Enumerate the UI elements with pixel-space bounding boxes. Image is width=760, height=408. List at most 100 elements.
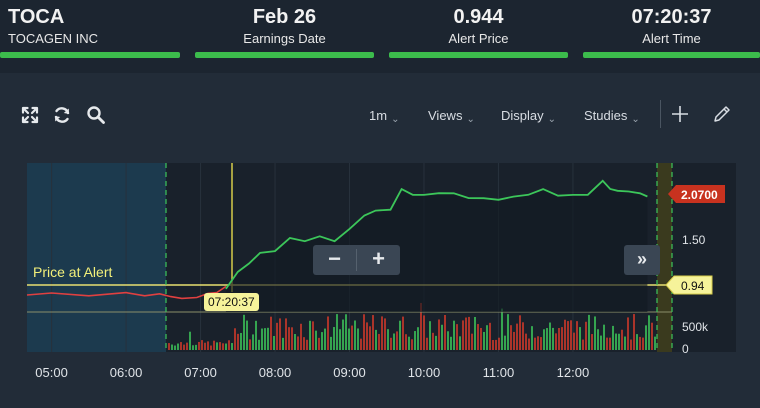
volume-bar [288, 327, 290, 350]
x-tick-label: 11:00 [483, 365, 515, 380]
stat-bar [583, 52, 760, 58]
volume-bar [204, 342, 206, 350]
volume-bar [279, 318, 281, 350]
volume-bar [558, 328, 560, 350]
volume-bar [180, 342, 182, 350]
chevron-down-icon: ⌄ [391, 114, 400, 125]
volume-bar [651, 322, 653, 350]
volume-bar [627, 317, 629, 350]
volume-bar [345, 314, 347, 350]
volume-bar [426, 337, 428, 350]
volume-bar [594, 316, 596, 350]
volume-bar [435, 335, 437, 350]
volume-bar [414, 331, 416, 350]
scroll-to-latest-button[interactable]: » [624, 245, 660, 275]
volume-bar [546, 328, 548, 350]
volume-bar [495, 339, 497, 350]
stat-alert-price: 0.944 Alert Price [389, 0, 568, 58]
volume-bar [210, 345, 212, 350]
volume-bar [483, 331, 485, 350]
alert-time-label: Alert Time [642, 31, 701, 46]
interval-dropdown[interactable]: 1m ⌄ [369, 108, 400, 125]
volume-bar [486, 325, 488, 350]
volume-bar [471, 333, 473, 350]
zoom-controls: − + [313, 245, 400, 275]
volume-bar [360, 338, 362, 350]
volume-bar [231, 343, 233, 350]
volume-bar [468, 316, 470, 350]
search-icon[interactable] [86, 105, 106, 125]
alert-time-value: 07:20:37 [631, 6, 712, 28]
volume-bar [525, 333, 527, 350]
volume-bar [363, 314, 365, 350]
volume-bar [459, 336, 461, 350]
volume-bar [357, 328, 359, 350]
interval-label: 1m [369, 108, 388, 123]
views-dropdown[interactable]: Views ⌄ [428, 108, 475, 125]
volume-bar [264, 328, 266, 350]
volume-bar [648, 315, 650, 350]
volume-bar [588, 314, 590, 350]
volume-bar [540, 337, 542, 350]
volume-bar [636, 334, 638, 350]
expand-icon[interactable] [20, 105, 40, 125]
volume-bar [354, 320, 356, 350]
volume-bar [609, 337, 611, 350]
volume-bar [387, 329, 389, 350]
volume-bar [261, 328, 263, 350]
x-tick-label: 06:00 [110, 365, 143, 380]
volume-bar [306, 339, 308, 350]
x-tick-label: 05:00 [35, 365, 68, 380]
studies-dropdown[interactable]: Studies ⌄ [584, 108, 640, 125]
x-axis: 05:00 06:00 07:00 08:00 09:00 10:00 11:00 12:00 [35, 365, 589, 380]
volume-bar [603, 324, 605, 350]
volume-bar [291, 327, 293, 350]
volume-bar [321, 332, 323, 350]
volume-bar [375, 329, 377, 350]
price-area-fill [225, 180, 648, 312]
volume-bar [381, 316, 383, 350]
symbol-text: TOCA [8, 6, 65, 28]
volume-bar [384, 318, 386, 350]
volume-bar [267, 327, 269, 350]
volume-bar [654, 336, 656, 350]
volume-bar [417, 327, 419, 350]
volume-bar [252, 334, 254, 350]
volume-bar [519, 315, 521, 350]
volume-bar [522, 322, 524, 350]
alert-time-tag-text: 07:20:37 [208, 295, 255, 309]
volume-bar [474, 316, 476, 350]
alert-price-value: 0.944 [453, 6, 504, 28]
zoom-out-button[interactable]: − [328, 246, 341, 271]
volume-bar [249, 339, 251, 350]
volume-bar [405, 334, 407, 350]
volume-bar [273, 335, 275, 350]
refresh-icon[interactable] [52, 105, 72, 125]
plus-icon[interactable] [670, 104, 690, 124]
volume-bar [282, 337, 284, 350]
pencil-icon[interactable] [712, 104, 732, 124]
chevron-down-icon: ⌄ [466, 114, 475, 125]
volume-bar [408, 336, 410, 350]
volume-bar [339, 329, 341, 350]
volume-bar [600, 335, 602, 350]
volume-bar [294, 334, 296, 350]
volume-bar [324, 328, 326, 350]
volume-bar [528, 338, 530, 350]
volume-bar [171, 344, 173, 350]
zoom-in-button[interactable]: + [372, 246, 385, 271]
volume-bar [183, 344, 185, 350]
display-label: Display [501, 108, 544, 123]
views-label: Views [428, 108, 463, 123]
stat-alert-time: 07:20:37 Alert Time [583, 0, 760, 58]
volume-bar [498, 337, 500, 350]
volume-bar [195, 344, 197, 350]
display-dropdown[interactable]: Display ⌄ [501, 108, 557, 125]
stat-earnings: Feb 26 Earnings Date [195, 0, 374, 58]
volume-bar [201, 340, 203, 350]
volume-bar [456, 324, 458, 350]
volume-bar [453, 320, 455, 350]
chevron-down-icon: ⌄ [547, 114, 557, 125]
volume-bar [618, 333, 620, 350]
